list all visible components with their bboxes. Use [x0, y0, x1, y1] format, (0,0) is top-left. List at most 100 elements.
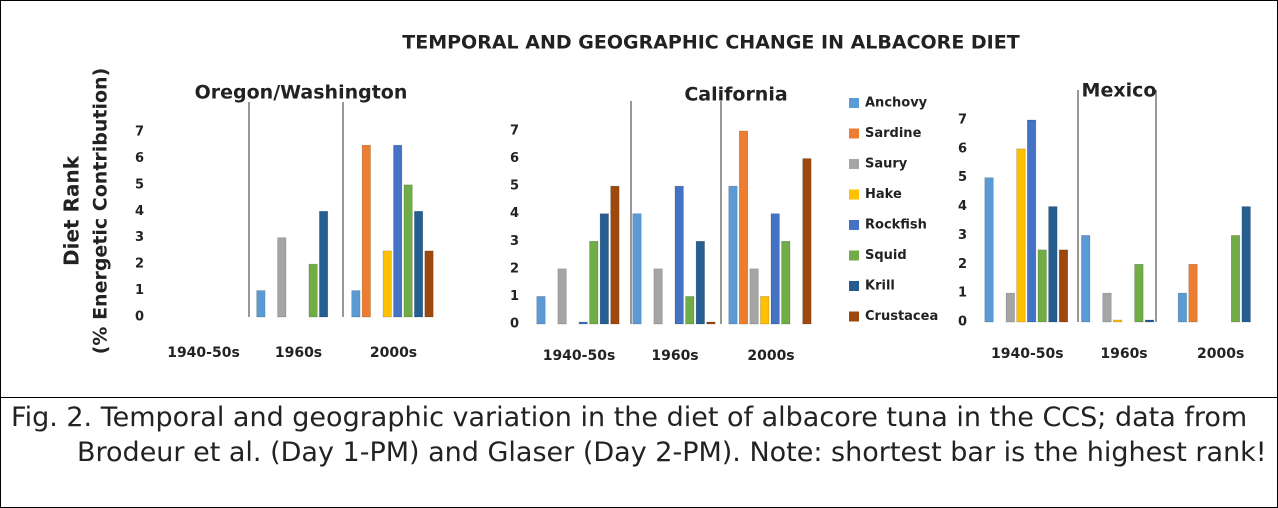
y-tick-label: 6 [135, 151, 144, 166]
bar [781, 240, 791, 325]
bar [1144, 319, 1155, 323]
bar [1037, 249, 1047, 323]
bar [414, 210, 424, 318]
y-tick-label: 6 [958, 141, 967, 156]
x-tick-label: 2000s [370, 345, 417, 361]
bar [1177, 292, 1187, 323]
y-tick-label: 5 [958, 170, 967, 185]
bar [351, 290, 361, 318]
bar [1102, 292, 1112, 323]
y-axis-label-note: (% Energetic Contribution) [90, 68, 112, 355]
y-tick-label: 2 [510, 261, 519, 276]
bar [536, 296, 546, 325]
bar [1241, 206, 1251, 323]
bar [1016, 148, 1026, 323]
legend-label: Sardine [865, 126, 922, 141]
legend-label: Crustacea [865, 309, 938, 324]
x-tick-label: 1940-50s [991, 346, 1064, 362]
bar [984, 177, 994, 323]
bar [599, 213, 609, 325]
y-tick-label: 7 [510, 124, 519, 139]
y-tick-label: 5 [135, 177, 144, 192]
bar [728, 185, 738, 325]
y-tick-label: 7 [135, 125, 144, 140]
x-tick-label: 1960s [651, 348, 698, 364]
y-tick-label: 4 [510, 206, 519, 221]
legend-label: Saury [865, 157, 908, 172]
y-tick-label: 4 [135, 204, 144, 219]
chart-title: Mexico [1082, 80, 1157, 102]
legend-label: Anchovy [865, 96, 928, 111]
bar [1027, 119, 1037, 323]
y-tick-label: 5 [510, 179, 519, 194]
legend-swatch [849, 159, 859, 169]
bar [319, 210, 329, 318]
legend-swatch [849, 128, 859, 139]
bar [403, 184, 413, 318]
figure-title: TEMPORAL AND GEOGRAPHIC CHANGE IN ALBACO… [402, 32, 1019, 54]
chart-title: California [684, 84, 787, 106]
bar [685, 296, 695, 325]
bar [1058, 249, 1069, 323]
bar [1048, 206, 1058, 323]
legend-swatch [849, 281, 859, 291]
legend-swatch [849, 98, 859, 108]
x-tick-label: 1960s [275, 345, 322, 361]
y-tick-label: 1 [135, 283, 144, 298]
legend-swatch [849, 220, 859, 230]
bar [1134, 263, 1144, 323]
bar [424, 250, 434, 318]
chart: TEMPORAL AND GEOGRAPHIC CHANGE IN ALBACO… [60, 32, 1251, 364]
bar [653, 268, 663, 325]
bar [802, 158, 812, 325]
bar [1113, 319, 1123, 323]
y-tick-label: 3 [958, 228, 967, 243]
y-tick-label: 3 [135, 230, 144, 245]
x-tick-label: 2000s [1197, 346, 1244, 362]
y-tick-label: 2 [135, 257, 144, 272]
bar [695, 240, 705, 325]
bar [632, 213, 642, 325]
bar [610, 185, 620, 325]
bar [749, 268, 759, 325]
legend-label: Hake [865, 187, 902, 202]
bar [589, 240, 599, 325]
bar [256, 290, 266, 318]
y-tick-label: 0 [135, 310, 144, 325]
y-tick-label: 7 [958, 113, 967, 128]
bar [557, 268, 567, 325]
x-tick-label: 1940-50s [543, 348, 616, 364]
x-tick-label: 1960s [1100, 346, 1147, 362]
bar [578, 321, 588, 325]
y-axis-label: Diet Rank [60, 155, 84, 266]
bar [739, 130, 749, 325]
bar [277, 237, 287, 318]
bar [770, 213, 780, 325]
x-tick-label: 2000s [747, 348, 794, 364]
legend-swatch [849, 250, 859, 261]
y-tick-label: 0 [958, 315, 967, 330]
bar [1081, 235, 1091, 323]
y-tick-label: 6 [510, 151, 519, 166]
y-tick-label: 1 [510, 289, 519, 304]
bar [361, 144, 371, 318]
legend-swatch [849, 189, 859, 200]
bar [1005, 292, 1015, 323]
x-tick-label: 1940-50s [167, 345, 240, 361]
bar [382, 250, 392, 318]
legend: Anchovy Sardine Saury Hake Rockfish Squid Kril… [849, 96, 938, 324]
bar [1188, 263, 1198, 323]
legend-swatch [849, 311, 859, 322]
bar [674, 185, 684, 325]
bar [393, 144, 403, 318]
bar [706, 321, 716, 325]
caption: Fig. 2. Temporal and geographic variatio… [1, 397, 1277, 507]
bar [760, 296, 770, 325]
y-tick-label: 3 [510, 234, 519, 249]
legend-label: Rockfish [865, 218, 927, 233]
y-tick-label: 0 [510, 317, 519, 332]
y-tick-label: 1 [958, 286, 967, 301]
legend-label: Squid [865, 248, 907, 263]
y-tick-label: 4 [958, 199, 967, 214]
